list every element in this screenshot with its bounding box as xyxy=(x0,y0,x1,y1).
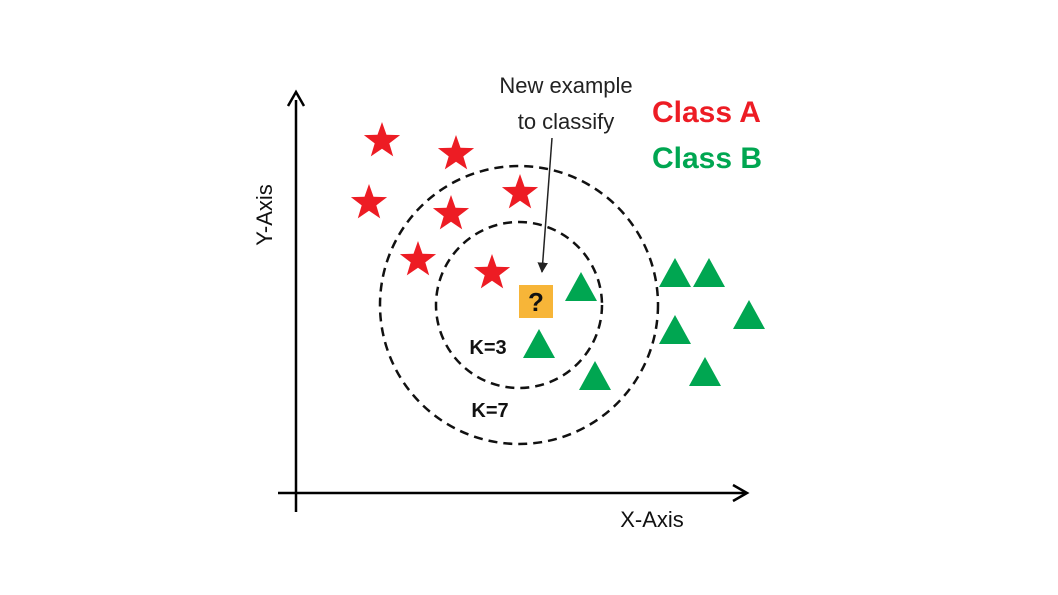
annotation-arrow-icon xyxy=(537,137,553,274)
y-axis-arrow-icon xyxy=(286,89,306,107)
legend-class-b: Class B xyxy=(652,142,762,175)
x-axis-arrow-icon xyxy=(732,483,750,503)
class-b-triangle-icon xyxy=(579,361,611,390)
annotation-line-1: New example xyxy=(499,73,632,98)
class-b-triangle-icon xyxy=(659,258,691,287)
question-mark-square-icon xyxy=(519,285,553,318)
axes xyxy=(278,89,750,512)
annotation-line-2: to classify xyxy=(518,109,615,134)
k3-label: K=3 xyxy=(469,337,506,359)
class-b-triangle-icon xyxy=(565,272,597,301)
class-b-triangle-icon xyxy=(659,315,691,344)
outer-neighborhood-circle xyxy=(378,164,660,446)
class-a-points xyxy=(350,122,539,289)
legend-class-a: Class A xyxy=(652,96,761,129)
class-a-star-icon xyxy=(473,254,511,289)
class-b-triangle-icon xyxy=(523,329,555,358)
y-axis-label: Y-Axis xyxy=(252,184,277,246)
class-a-star-icon xyxy=(399,241,437,276)
class-a-star-icon xyxy=(350,184,388,219)
class-b-triangle-icon xyxy=(693,258,725,287)
x-axis-label: X-Axis xyxy=(620,507,684,532)
query-symbol: ? xyxy=(528,287,544,317)
class-a-star-icon xyxy=(363,122,401,157)
k7-label: K=7 xyxy=(471,400,508,422)
inner-neighborhood-circle xyxy=(434,220,604,390)
class-b-points xyxy=(523,258,765,390)
class-a-star-icon xyxy=(437,135,475,170)
class-a-star-icon xyxy=(432,195,470,230)
class-b-triangle-icon xyxy=(733,300,765,329)
class-a-star-icon xyxy=(501,174,539,209)
class-b-triangle-icon xyxy=(689,357,721,386)
query-point: ? xyxy=(519,285,553,318)
